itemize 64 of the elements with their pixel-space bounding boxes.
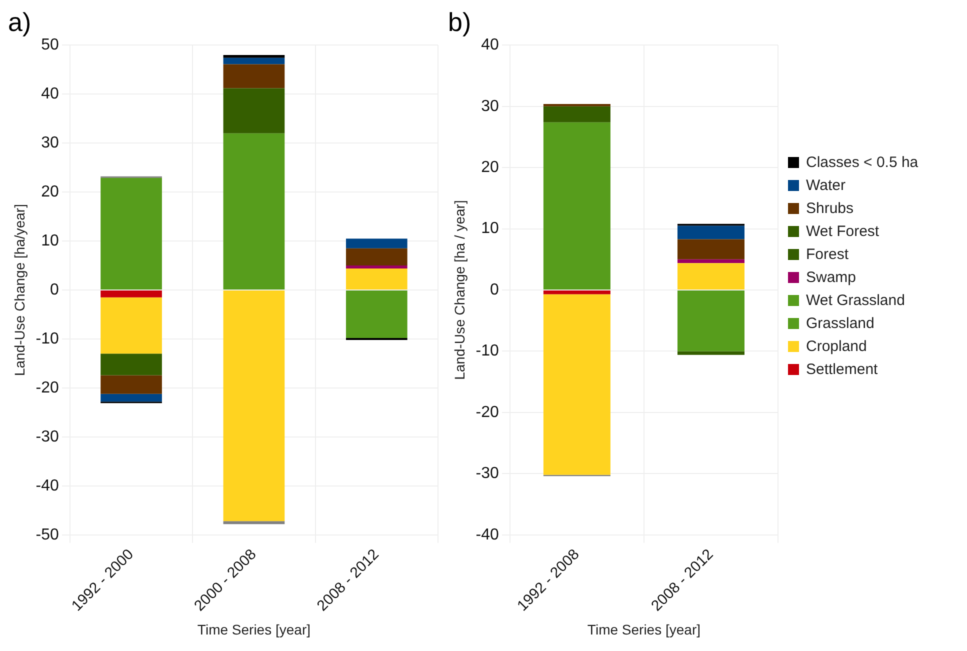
y-tick-label: -30 — [476, 465, 500, 482]
y-tick-label: 10 — [41, 232, 60, 250]
bar — [346, 238, 408, 248]
bar — [677, 239, 744, 260]
legend-label: Shrubs — [806, 200, 854, 216]
bar — [100, 178, 162, 290]
y-tick-label: 30 — [41, 134, 60, 152]
y-tick-label: 30 — [481, 98, 500, 115]
y-tick-label: 20 — [41, 184, 60, 201]
bar — [677, 259, 744, 264]
y-tick-label: 40 — [41, 86, 60, 103]
y-tick-label: 0 — [490, 281, 500, 298]
bar — [223, 64, 285, 88]
bar — [100, 290, 162, 298]
bar — [100, 297, 162, 354]
chart-title: b) — [448, 6, 472, 37]
y-tick-label: 10 — [481, 220, 500, 238]
bar — [346, 248, 408, 266]
y-axis-title: Land-Use Change [ha/year] — [11, 204, 28, 376]
y-tick-label: -20 — [36, 379, 60, 396]
bar — [223, 58, 285, 64]
bar — [346, 268, 408, 290]
chart-title: a) — [8, 6, 32, 37]
bar — [677, 290, 744, 352]
y-tick-label: -10 — [476, 342, 500, 360]
bar — [543, 106, 610, 122]
y-axis-title: Land-Use Change [ha / year] — [451, 200, 468, 380]
bar — [223, 290, 285, 522]
bar — [100, 354, 162, 376]
bar — [100, 375, 162, 394]
y-tick-label: -40 — [36, 477, 60, 494]
legend-label: Water — [806, 176, 846, 194]
x-axis-title: Time Series [year] — [197, 621, 310, 638]
y-tick-label: 50 — [41, 36, 60, 54]
bar — [223, 88, 285, 134]
y-tick-label: -20 — [476, 404, 500, 421]
bar — [100, 394, 162, 402]
bar — [223, 54, 285, 58]
bar — [677, 351, 744, 355]
x-axis-title: Time Series [year] — [587, 621, 700, 638]
y-tick-label: -40 — [476, 526, 500, 544]
y-tick-label: 40 — [481, 36, 500, 54]
bar — [223, 133, 285, 290]
y-tick-label: 0 — [50, 281, 60, 298]
legend-label: Cropland — [806, 338, 867, 354]
bar — [543, 294, 610, 475]
y-tick-label: -30 — [36, 428, 60, 446]
y-tick-label: 20 — [481, 159, 500, 176]
bar — [677, 226, 744, 240]
bar — [677, 263, 744, 290]
y-tick-label: -50 — [36, 526, 60, 544]
y-tick-label: -10 — [36, 330, 60, 348]
legend-label: Settlement — [806, 360, 878, 378]
legend-label: Grassland — [806, 314, 874, 332]
bar — [543, 104, 610, 106]
legend-label: Wet Grassland — [806, 292, 905, 308]
legend-label: Swamp — [806, 268, 856, 286]
legend-label: Classes < 0.5 ha — [806, 154, 918, 170]
bar — [223, 521, 285, 524]
bar — [543, 290, 610, 294]
legend-label: Wet Forest — [806, 222, 880, 240]
bar — [346, 266, 408, 268]
legend-label: Forest — [806, 246, 849, 262]
bar — [346, 290, 408, 338]
